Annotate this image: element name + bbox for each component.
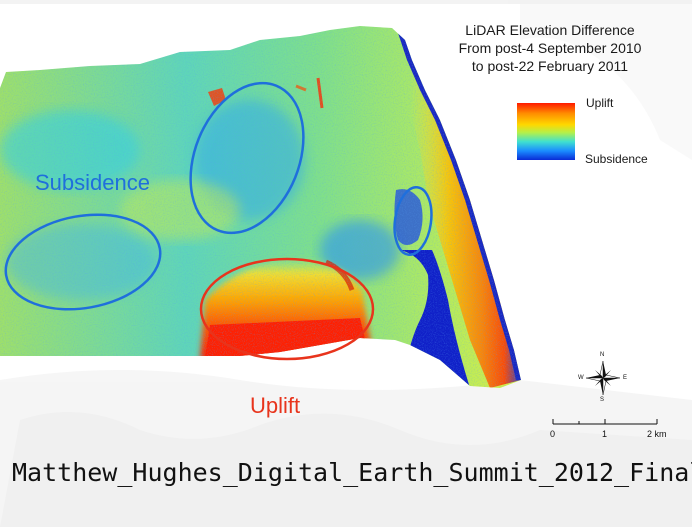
map-title-line-1: LiDAR Elevation Difference <box>465 22 635 38</box>
subsidence-ellipse-north <box>189 81 305 235</box>
legend-color-ramp <box>517 103 575 160</box>
uplift-annotation: Uplift <box>250 393 301 418</box>
compass-west-label: W <box>578 375 584 381</box>
scale-tick-0: 0 <box>550 429 556 439</box>
subsidence-annotation: Subsidence <box>35 170 150 195</box>
scale-bar <box>552 419 658 425</box>
compass-north-label: N <box>600 352 605 358</box>
subsidence-ellipse-estuary <box>393 185 433 257</box>
scale-tick-2km: 2 km <box>647 429 667 439</box>
subsidence-ellipse-west <box>4 213 162 311</box>
map-title-line-3: to post-22 February 2011 <box>471 58 629 74</box>
map-title-line-2: From post-4 September 2010 <box>458 40 642 56</box>
slide-caption: Matthew_Hughes_Digital_Earth_Summit_2012… <box>12 458 692 487</box>
compass-rose-icon <box>585 360 621 396</box>
compass-south-label: S <box>600 397 605 403</box>
compass-east-label: E <box>623 375 628 381</box>
legend-subsidence-label: Subsidence <box>585 152 648 166</box>
scale-tick-1: 1 <box>602 429 608 439</box>
legend-uplift-label: Uplift <box>586 96 614 110</box>
elevation-raster <box>0 26 521 388</box>
uplift-ellipse <box>199 257 375 361</box>
